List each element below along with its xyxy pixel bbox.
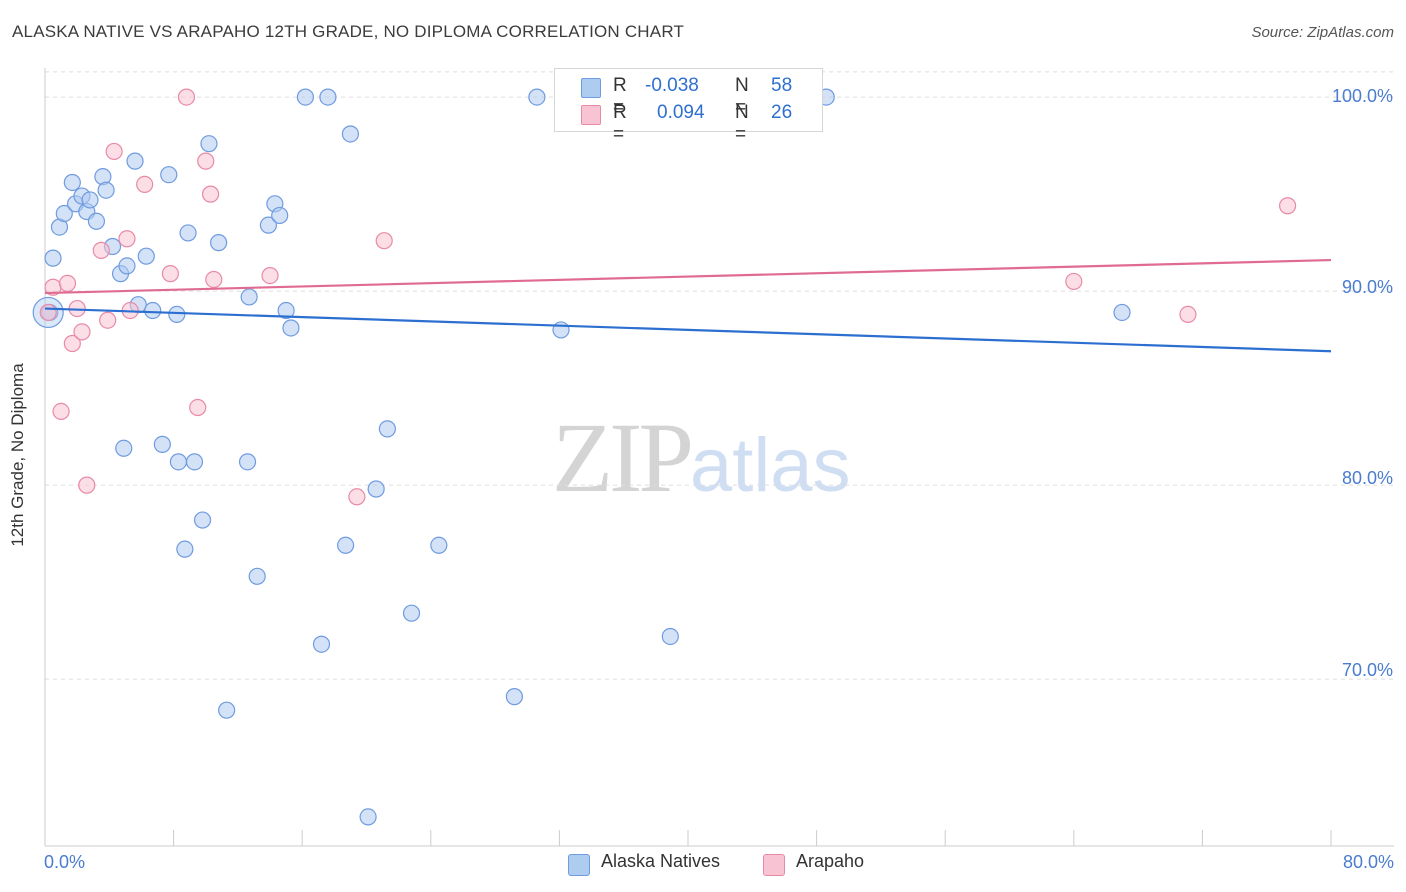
chart-title: ALASKA NATIVE VS ARAPAHO 12TH GRADE, NO … <box>12 22 685 41</box>
data-point <box>282 319 300 337</box>
legend-swatch-pink <box>581 105 601 125</box>
data-point <box>240 288 258 306</box>
data-point <box>160 166 178 184</box>
data-point <box>210 234 228 252</box>
data-point <box>1065 272 1083 291</box>
data-point <box>661 627 679 646</box>
legend-r-label: R = <box>613 75 627 118</box>
y-tick-label-100: 100.0% <box>1331 86 1393 106</box>
data-point <box>78 476 96 494</box>
data-point <box>169 453 188 471</box>
data-point <box>144 301 162 320</box>
data-point <box>528 88 546 106</box>
data-point <box>312 635 331 653</box>
data-point <box>97 181 115 199</box>
axes <box>44 68 1394 847</box>
gridlines <box>45 71 1394 680</box>
data-point <box>1113 303 1131 322</box>
bottom-legend-swatch-blue <box>568 854 590 876</box>
legend-r-value: 0.094 <box>657 102 705 123</box>
data-point <box>296 88 315 106</box>
data-point <box>1179 305 1197 323</box>
data-point <box>201 185 220 203</box>
data-point <box>44 249 62 267</box>
data-point <box>168 305 186 323</box>
data-point <box>1278 197 1297 215</box>
data-point <box>193 511 212 529</box>
series-alaska-natives <box>32 88 1131 826</box>
data-point <box>63 173 81 192</box>
legend-n-label: N = <box>735 102 749 145</box>
bottom-legend-label: Arapaho <box>796 851 865 871</box>
data-point <box>319 88 337 106</box>
y-tick-label-70: 70.0% <box>1341 660 1393 680</box>
data-point <box>52 402 70 421</box>
data-point <box>99 311 117 329</box>
data-point <box>261 266 279 285</box>
data-point <box>430 536 448 554</box>
data-point <box>238 453 257 471</box>
legend-r-value: -0.038 <box>645 75 699 96</box>
data-point <box>176 540 194 558</box>
data-point <box>161 265 179 283</box>
trend-lines <box>44 258 1332 353</box>
data-point <box>73 323 91 341</box>
x-tick-label-0: 0.0% <box>44 852 86 872</box>
data-point <box>58 274 77 292</box>
data-point <box>177 88 196 106</box>
legend-r-label: R = <box>613 102 627 145</box>
data-point <box>402 604 421 622</box>
data-point <box>259 216 278 234</box>
data-point <box>341 125 360 143</box>
data-point <box>179 224 197 242</box>
data-point <box>200 135 218 153</box>
data-point <box>271 206 289 225</box>
data-point <box>375 232 393 250</box>
bottom-legend-swatch-pink <box>763 854 785 876</box>
data-point <box>118 257 136 275</box>
data-point <box>63 334 81 353</box>
source-label: Source: ZipAtlas.com <box>1251 24 1394 41</box>
data-point <box>39 303 57 322</box>
bottom-legend-label: Alaska Natives <box>601 851 721 871</box>
data-point <box>205 270 223 289</box>
legend-swatch-blue <box>581 78 601 98</box>
data-point <box>552 321 570 339</box>
data-point <box>367 480 385 498</box>
data-point <box>505 688 523 706</box>
data-point <box>137 247 155 265</box>
data-point <box>378 420 396 438</box>
data-point <box>189 398 207 417</box>
data-point <box>359 808 377 826</box>
legend-n-label: N = <box>735 75 749 118</box>
data-point <box>118 230 136 248</box>
data-point <box>81 191 99 209</box>
trend-line-arapaho <box>44 258 1332 295</box>
trend-line-alaska-natives <box>44 307 1332 353</box>
data-point <box>337 536 355 554</box>
data-point <box>218 701 236 719</box>
legend-n-value: 26 <box>771 102 793 123</box>
data-point <box>55 204 73 223</box>
data-point <box>87 212 106 230</box>
data-point <box>153 435 171 453</box>
series-arapaho <box>39 88 1297 506</box>
data-point <box>277 301 295 320</box>
data-point <box>115 439 133 457</box>
data-point <box>185 453 204 471</box>
data-point <box>126 152 144 170</box>
legend-n-value: 58 <box>771 75 793 96</box>
y-tick-label-80: 80.0% <box>1341 468 1393 488</box>
data-point <box>248 567 266 585</box>
data-point <box>348 488 366 506</box>
x-tick-label-80: 80.0% <box>1342 852 1394 872</box>
data-point <box>92 241 110 259</box>
data-point <box>136 175 154 194</box>
stats-legend: R = -0.038 N = 58 R = 0.094 N = 26 <box>554 68 823 145</box>
data-point <box>197 152 215 170</box>
y-tick-label-90: 90.0% <box>1341 277 1393 297</box>
data-point <box>105 142 123 161</box>
y-axis-label: 12th Grade, No Diploma <box>8 363 27 547</box>
